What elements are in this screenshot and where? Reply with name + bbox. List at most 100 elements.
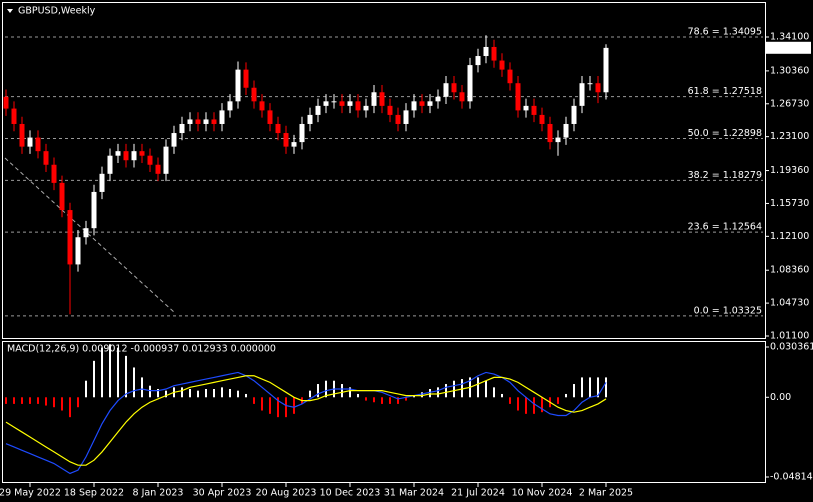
candle-body — [291, 142, 297, 147]
candle-body — [595, 83, 601, 93]
macd-histogram-bar — [421, 392, 423, 398]
macd-histogram-bar — [589, 377, 591, 398]
candle-body — [555, 137, 561, 143]
macd-histogram-bar — [381, 397, 383, 404]
macd-histogram-bar — [253, 397, 255, 404]
macd-histogram-bar — [525, 397, 527, 414]
macd-histogram-bar — [389, 397, 391, 404]
macd-histogram-bar — [341, 384, 343, 398]
candle-body — [19, 123, 25, 147]
candle-body — [339, 101, 345, 106]
fib-label: 23.6 = 1.12564 — [688, 222, 762, 233]
x-tick-label: 31 Mar 2024 — [384, 488, 444, 499]
y-tick-label: 1.30360 — [770, 65, 809, 76]
candle-body — [355, 101, 361, 111]
macd-histogram-bar — [501, 393, 503, 398]
candle-body — [115, 151, 121, 156]
candle-body — [203, 119, 209, 124]
y-tick-label: 1.19360 — [770, 165, 809, 176]
candle-body — [187, 119, 193, 124]
macd-histogram-bar — [245, 393, 247, 398]
macd-histogram-bar — [317, 384, 319, 398]
candle-body — [403, 110, 409, 124]
macd-histogram-bar — [293, 397, 295, 414]
macd-histogram-bar — [565, 393, 567, 398]
y-tick-label: 1.04730 — [770, 298, 809, 309]
candle-body — [427, 101, 433, 106]
macd-histogram-bar — [373, 397, 375, 403]
candle-body — [27, 137, 33, 147]
y-tick-label: 1.26730 — [770, 98, 809, 109]
x-tick-label: 29 May 2022 — [0, 488, 61, 499]
macd-histogram-bar — [61, 397, 63, 411]
candle-body — [283, 133, 289, 147]
candle-body — [419, 101, 425, 106]
candle-body — [227, 101, 233, 111]
macd-histogram-bar — [133, 367, 135, 398]
last-price-box — [766, 41, 811, 54]
macd-histogram-bar — [597, 377, 599, 398]
macd-histogram-bar — [213, 388, 215, 398]
macd-histogram-bar — [197, 390, 199, 398]
candle-body — [75, 237, 81, 265]
candle-body — [587, 83, 593, 85]
macd-histogram-bar — [581, 377, 583, 398]
candle-body — [243, 69, 249, 88]
y-tick-label: 1.34100 — [770, 32, 809, 43]
macd-histogram-bar — [21, 397, 23, 404]
macd-histogram-bar — [429, 388, 431, 398]
candle-body — [331, 101, 337, 103]
x-tick-label: 10 Dec 2023 — [320, 488, 381, 499]
candle-body — [139, 151, 145, 156]
candle-body — [251, 87, 257, 102]
candle-body — [491, 46, 497, 61]
fib-label: 50.0 = 1.22898 — [688, 128, 762, 139]
candle-body — [267, 110, 273, 124]
candle-body — [323, 101, 329, 106]
macd-histogram-bar — [229, 388, 231, 398]
macd-histogram-bar — [85, 380, 87, 398]
y-tick-label: 1.23100 — [770, 131, 809, 142]
x-tick-label: 30 Apr 2023 — [193, 488, 252, 499]
macd-histogram-bar — [453, 380, 455, 398]
macd-histogram-bar — [557, 397, 559, 404]
candle-body — [59, 182, 65, 211]
macd-histogram-bar — [397, 397, 399, 404]
macd-histogram-bar — [269, 397, 271, 414]
macd-histogram-bar — [69, 397, 71, 418]
y-tick-label: 1.15730 — [770, 198, 809, 209]
macd-histogram-bar — [277, 397, 279, 418]
x-tick-label: 10 Nov 2024 — [512, 488, 573, 499]
macd-histogram-bar — [29, 397, 31, 404]
candle-body — [51, 164, 57, 183]
macd-histogram-bar — [405, 397, 407, 401]
macd-histogram-bar — [5, 397, 7, 404]
macd-histogram-bar — [573, 384, 575, 398]
macd-histogram-bar — [413, 395, 415, 398]
candle-body — [99, 173, 105, 192]
candle-body — [83, 228, 89, 238]
macd-histogram-bar — [165, 390, 167, 398]
fib-label: 78.6 = 1.34095 — [688, 27, 762, 38]
candle-body — [523, 105, 529, 111]
candle-body — [387, 105, 393, 115]
macd-histogram-bar — [157, 388, 159, 398]
macd-histogram-bar — [309, 390, 311, 398]
macd-histogram-bar — [93, 360, 95, 398]
candle-body — [435, 96, 441, 102]
macd-histogram-bar — [533, 397, 535, 414]
candle-body — [155, 164, 161, 174]
fib-label: 61.8 = 1.27518 — [688, 86, 762, 97]
candle-body — [35, 137, 41, 152]
macd-histogram-bar — [141, 377, 143, 398]
macd-histogram-bar — [285, 397, 287, 418]
candle-body — [531, 105, 537, 115]
candle-body — [259, 101, 265, 111]
candle-body — [211, 119, 217, 124]
macd-histogram-bar — [181, 387, 183, 398]
candle-body — [43, 151, 49, 165]
candle-body — [371, 92, 377, 106]
macd-histogram-bar — [237, 390, 239, 398]
candle-body — [147, 155, 153, 165]
candle-body — [315, 105, 321, 115]
